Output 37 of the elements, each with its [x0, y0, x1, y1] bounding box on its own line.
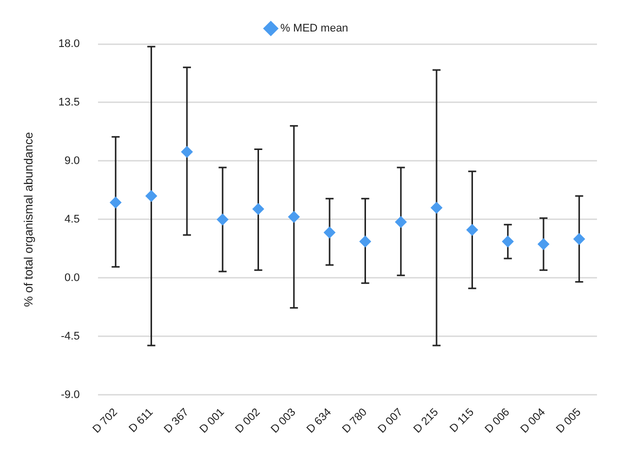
x-tick-label: D 006	[482, 406, 512, 436]
x-tick-label: D 002	[233, 406, 263, 436]
point	[573, 232, 586, 245]
x-tick-label: D 611	[126, 406, 156, 436]
x-tick-label: D 003	[268, 406, 298, 436]
x-tick-label: D 004	[518, 406, 548, 436]
x-tick-label: D 367	[162, 406, 192, 436]
point	[110, 196, 122, 209]
x-tick-label: D 115	[448, 406, 476, 436]
y-tick-label: 9.0	[64, 155, 80, 167]
point	[502, 236, 514, 248]
x-tick-label: D 007	[376, 406, 406, 436]
x-tick-label: D 005	[554, 406, 584, 436]
x-tick-label: D 634	[304, 406, 334, 436]
y-tick-label: -4.5	[60, 330, 80, 342]
y-tick-label: 4.5	[64, 213, 80, 226]
x-tick-label: D 001	[198, 406, 227, 436]
y-tick-label: 13.5	[58, 96, 80, 109]
point	[324, 226, 336, 238]
point	[466, 224, 478, 236]
point	[288, 210, 300, 223]
x-tick-label: D 702	[90, 406, 120, 436]
y-tick-label: -9.0	[60, 388, 80, 401]
y-tick-label: 0.0	[64, 272, 80, 284]
point	[252, 203, 264, 216]
point	[216, 213, 229, 226]
y-axis-title: % of total organismal abundance	[22, 132, 36, 307]
y-tick-label: 18.0	[58, 38, 80, 50]
x-tick-label: D 215	[412, 406, 441, 436]
point	[359, 236, 372, 248]
point	[430, 202, 443, 214]
legend-label: % MED mean	[280, 22, 348, 35]
point	[538, 238, 550, 250]
point	[145, 190, 158, 202]
x-tick-label: D 780	[340, 406, 370, 436]
point	[394, 216, 407, 228]
point	[180, 146, 193, 158]
